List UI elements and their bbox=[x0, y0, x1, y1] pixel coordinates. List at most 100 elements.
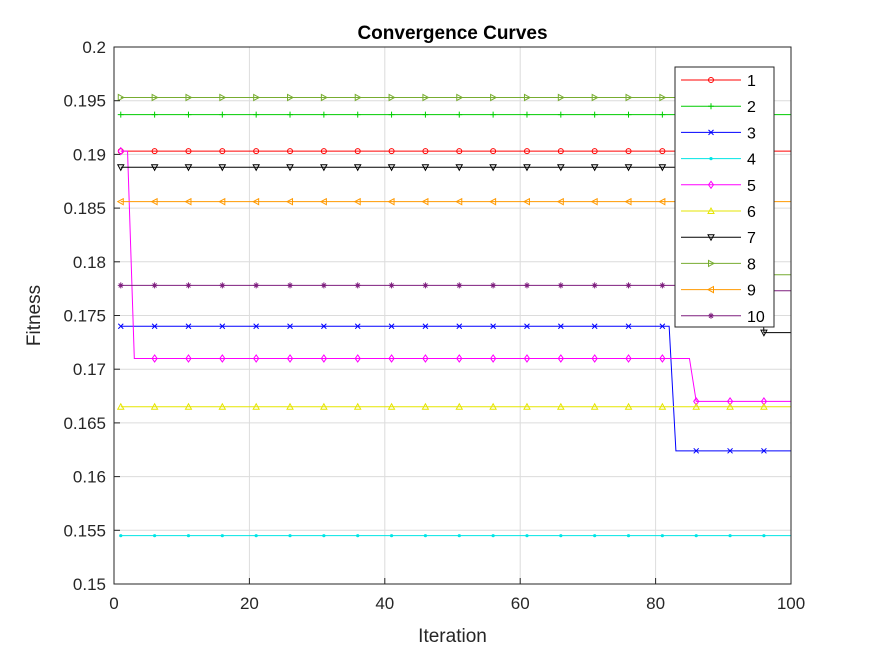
data-point-marker bbox=[150, 197, 158, 206]
y-tick-label: 0.185 bbox=[63, 199, 106, 218]
data-point-marker bbox=[727, 447, 733, 454]
y-tick-label: 0.165 bbox=[63, 414, 106, 433]
data-point-marker bbox=[456, 111, 463, 118]
y-tick-label: 0.17 bbox=[73, 360, 106, 379]
data-point-marker bbox=[456, 354, 463, 363]
data-point-marker bbox=[523, 402, 531, 410]
data-point-marker bbox=[354, 148, 361, 155]
data-point-marker bbox=[421, 402, 430, 410]
data-point-marker bbox=[489, 197, 497, 206]
data-point-marker bbox=[151, 354, 158, 363]
data-point-marker bbox=[320, 164, 328, 172]
data-point-marker bbox=[693, 447, 700, 454]
data-point-marker bbox=[287, 282, 294, 289]
data-point-marker bbox=[185, 93, 193, 102]
data-point-marker bbox=[456, 148, 463, 155]
data-point-marker bbox=[490, 323, 496, 330]
data-point-marker bbox=[287, 93, 295, 102]
data-point-marker bbox=[557, 282, 564, 289]
data-point-marker bbox=[252, 197, 260, 206]
data-point-marker bbox=[388, 354, 395, 363]
data-point-marker bbox=[219, 282, 226, 289]
data-point-marker bbox=[421, 197, 429, 206]
legend-item: 2 bbox=[681, 99, 756, 116]
data-point-marker bbox=[456, 93, 464, 102]
data-point-marker bbox=[320, 148, 327, 155]
series-4 bbox=[119, 534, 791, 538]
legend-item: 3 bbox=[681, 125, 756, 142]
x-axis-label: Iteration bbox=[418, 626, 487, 647]
y-tick-label: 0.16 bbox=[73, 468, 106, 487]
data-point-marker bbox=[707, 180, 715, 190]
legend-item: 7 bbox=[681, 230, 756, 247]
data-point-marker bbox=[455, 197, 463, 206]
data-point-marker bbox=[693, 397, 700, 406]
data-point-marker bbox=[523, 93, 532, 102]
data-point-marker bbox=[254, 534, 258, 538]
legend-label: 3 bbox=[747, 125, 756, 142]
legend-label: 7 bbox=[747, 230, 756, 247]
data-point-marker bbox=[320, 402, 328, 410]
data-point-marker bbox=[457, 534, 461, 538]
data-point-marker bbox=[151, 282, 158, 289]
data-point-marker bbox=[624, 402, 633, 410]
data-point-marker bbox=[456, 323, 463, 330]
data-point-marker bbox=[184, 402, 193, 410]
data-point-marker bbox=[286, 164, 294, 172]
data-point-marker bbox=[593, 534, 597, 538]
data-point-marker bbox=[557, 354, 564, 363]
legend-item: 5 bbox=[681, 178, 756, 195]
data-point-marker bbox=[252, 164, 261, 172]
data-point-marker bbox=[185, 354, 192, 363]
legend-label: 10 bbox=[747, 309, 765, 326]
data-point-marker bbox=[151, 323, 158, 330]
legend-item: 10 bbox=[681, 309, 765, 326]
data-point-marker bbox=[708, 312, 714, 319]
data-point-marker bbox=[219, 323, 226, 330]
series-line bbox=[120, 325, 791, 452]
data-point-marker bbox=[252, 402, 261, 410]
y-tick-label: 0.155 bbox=[63, 521, 106, 540]
data-point-marker bbox=[287, 111, 294, 118]
data-point-marker bbox=[151, 93, 159, 102]
data-point-marker bbox=[286, 402, 294, 410]
data-point-marker bbox=[523, 282, 530, 289]
data-point-marker bbox=[220, 534, 224, 538]
data-point-marker bbox=[253, 323, 260, 330]
data-point-marker bbox=[658, 402, 667, 410]
data-point-marker bbox=[591, 148, 598, 155]
data-point-marker bbox=[659, 111, 666, 118]
data-point-marker bbox=[625, 111, 632, 118]
data-point-marker bbox=[319, 197, 327, 206]
data-point-marker bbox=[708, 103, 714, 110]
legend-item: 1 bbox=[681, 73, 756, 90]
data-point-marker bbox=[659, 93, 667, 102]
data-point-marker bbox=[253, 93, 261, 102]
data-point-marker bbox=[490, 111, 497, 118]
data-point-marker bbox=[387, 197, 395, 206]
data-point-marker bbox=[455, 402, 464, 410]
data-point-marker bbox=[708, 259, 716, 268]
data-point-marker bbox=[523, 111, 530, 118]
data-point-marker bbox=[762, 534, 766, 538]
data-point-marker bbox=[557, 148, 564, 155]
legend-item: 9 bbox=[681, 283, 756, 300]
data-point-marker bbox=[625, 282, 632, 289]
data-point-marker bbox=[590, 402, 599, 410]
data-point-marker bbox=[388, 323, 395, 330]
data-point-marker bbox=[624, 164, 633, 172]
data-point-marker bbox=[153, 534, 157, 538]
data-point-marker bbox=[491, 534, 495, 538]
series-6 bbox=[116, 402, 791, 410]
chart-title: Convergence Curves bbox=[357, 23, 547, 44]
data-point-marker bbox=[286, 354, 294, 363]
data-point-marker bbox=[591, 354, 598, 363]
data-point-marker bbox=[556, 402, 565, 410]
data-point-marker bbox=[557, 111, 564, 118]
data-point-marker bbox=[219, 354, 226, 363]
data-point-marker bbox=[760, 397, 768, 406]
y-tick-label: 0.175 bbox=[63, 307, 106, 326]
data-point-marker bbox=[117, 146, 124, 156]
data-point-marker bbox=[116, 402, 125, 410]
data-point-marker bbox=[625, 323, 632, 330]
